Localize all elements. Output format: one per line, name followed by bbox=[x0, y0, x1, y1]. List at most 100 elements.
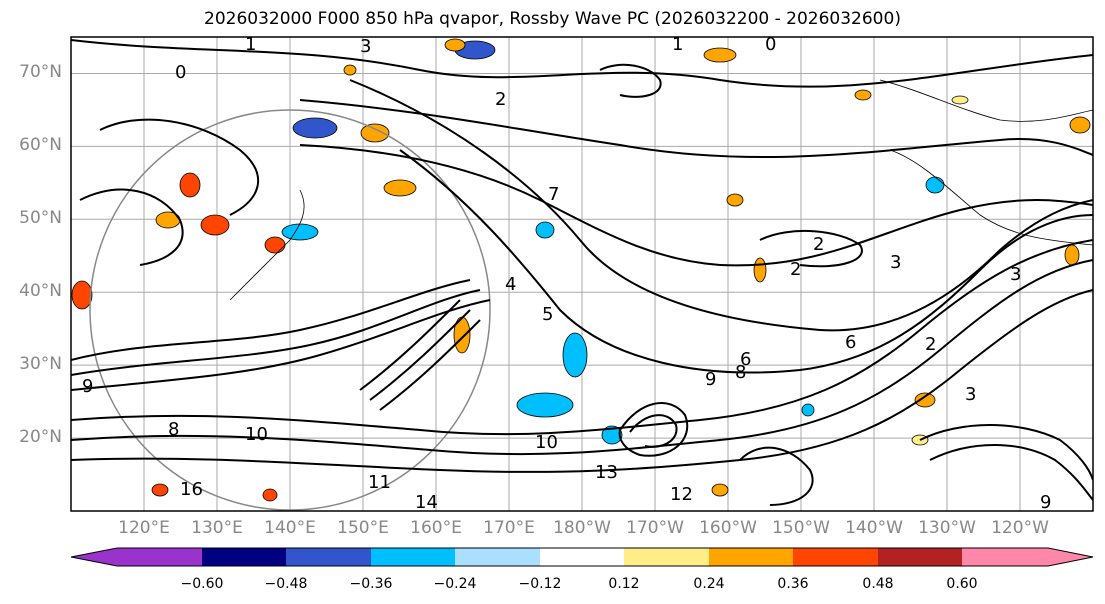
contour-label: 1 bbox=[672, 34, 683, 55]
lon-label-120w: 120°W bbox=[991, 518, 1049, 538]
coastlines bbox=[229, 79, 1093, 301]
lat-label-30n: 30°N bbox=[19, 354, 62, 374]
lon-label-140e: 140°E bbox=[264, 518, 316, 538]
contour-label: 14 bbox=[415, 492, 438, 513]
contour-line bbox=[369, 309, 471, 401]
lon-label-180w: 180°W bbox=[553, 518, 611, 538]
shade-patch bbox=[200, 214, 230, 236]
shading-layer bbox=[71, 38, 1091, 502]
contour-label: 2 bbox=[495, 89, 506, 110]
contour-line bbox=[359, 299, 461, 391]
lat-label-70n: 70°N bbox=[19, 62, 62, 82]
contour-label: 2 bbox=[813, 234, 824, 255]
contour-label: 6 bbox=[845, 332, 856, 353]
lon-label-150w: 150°W bbox=[772, 518, 830, 538]
contour-label: 5 bbox=[542, 304, 553, 325]
shade-patch bbox=[1064, 244, 1080, 266]
shade-patch bbox=[925, 176, 945, 194]
shade-patch bbox=[281, 223, 319, 241]
contour-line bbox=[71, 289, 1093, 473]
lon-label-120e: 120°E bbox=[118, 518, 170, 538]
shade-patch bbox=[914, 392, 936, 408]
shade-patch bbox=[1069, 116, 1091, 134]
contour-label: 11 bbox=[368, 472, 391, 493]
lon-label-150e: 150°E bbox=[337, 518, 389, 538]
contour-line bbox=[618, 402, 689, 457]
contour-label: 2 bbox=[790, 259, 801, 280]
gridlines bbox=[71, 37, 1093, 511]
contour-label: 3 bbox=[1010, 264, 1021, 285]
contour-line bbox=[79, 188, 184, 266]
coastline bbox=[879, 79, 1093, 122]
contour-line bbox=[349, 79, 1093, 332]
reference-circle bbox=[89, 109, 491, 511]
contour-label: 16 bbox=[180, 479, 203, 500]
shade-patch bbox=[711, 483, 729, 497]
lon-label-160e: 160°E bbox=[410, 518, 462, 538]
contour-label: 1 bbox=[245, 34, 256, 55]
contour-line bbox=[399, 149, 1093, 374]
shade-patch bbox=[726, 193, 744, 207]
contour-lines bbox=[71, 39, 1093, 506]
contour-label: 0 bbox=[765, 34, 776, 55]
contour-label: 13 bbox=[595, 462, 618, 483]
contour-label: 12 bbox=[670, 484, 693, 505]
contour-line bbox=[299, 144, 1093, 267]
contour-label-group: 1 0 1 0 3 2 2 2 3 4 5 6 7 8 9 10 11 12 1… bbox=[82, 34, 1051, 513]
contour-line bbox=[919, 424, 1093, 481]
contour-line bbox=[599, 63, 662, 98]
contour-label: 9 bbox=[1040, 492, 1051, 513]
shade-patch bbox=[343, 64, 357, 76]
shade-patch bbox=[516, 392, 574, 418]
contour-line bbox=[71, 39, 1093, 88]
coastline bbox=[229, 189, 305, 301]
shade-patch bbox=[71, 280, 93, 310]
lon-label-170w: 170°W bbox=[626, 518, 684, 538]
lat-label-20n: 20°N bbox=[19, 427, 62, 447]
contour-line bbox=[71, 279, 471, 361]
shade-patch bbox=[151, 483, 169, 497]
shade-patch bbox=[951, 95, 969, 105]
coastline bbox=[889, 149, 1093, 246]
colorbar-tick-label: 0.24 bbox=[693, 576, 725, 592]
contour-label: 6 bbox=[740, 349, 751, 370]
colorbar-tick-label: 0.36 bbox=[777, 576, 809, 592]
shade-patch bbox=[360, 123, 390, 143]
contour-line bbox=[71, 289, 481, 376]
colorbar-tick-label: 0.12 bbox=[608, 576, 640, 592]
lat-label-60n: 60°N bbox=[19, 135, 62, 155]
contour-label: 9 bbox=[705, 369, 716, 390]
shade-patch bbox=[854, 89, 872, 101]
contour-label: 9 bbox=[82, 376, 93, 397]
colorbar-tick-label: −0.60 bbox=[180, 576, 224, 592]
contour-label: 8 bbox=[168, 419, 179, 440]
lon-label-170e: 170°E bbox=[483, 518, 535, 538]
contour-label: 2 bbox=[925, 334, 936, 355]
lat-label-50n: 50°N bbox=[19, 208, 62, 228]
map-title: 2026032000 F000 850 hPa qvapor, Rossby W… bbox=[204, 9, 901, 29]
lat-label-40n: 40°N bbox=[19, 281, 62, 301]
shade-patch bbox=[179, 172, 201, 198]
colorbar-tick-label: −0.36 bbox=[349, 576, 393, 592]
shade-patch bbox=[801, 403, 815, 417]
contour-line bbox=[929, 444, 1093, 501]
colorbar-tick-label: 0.48 bbox=[862, 576, 894, 592]
shade-patch bbox=[562, 332, 588, 378]
shade-patch bbox=[262, 488, 278, 502]
lon-label-140w: 140°W bbox=[845, 518, 903, 538]
contour-line bbox=[299, 99, 1093, 159]
contour-label: 3 bbox=[360, 36, 371, 57]
contour-line bbox=[629, 414, 678, 448]
contour-label: 3 bbox=[965, 384, 976, 405]
contour-label: 10 bbox=[245, 424, 268, 445]
lon-label-160w: 160°W bbox=[699, 518, 757, 538]
lon-label-130e: 130°E bbox=[191, 518, 243, 538]
contour-label: 7 bbox=[548, 184, 559, 205]
colorbar-tick-label: 0.60 bbox=[946, 576, 978, 592]
contour-label: 0 bbox=[175, 62, 186, 83]
contour-label: 4 bbox=[505, 274, 516, 295]
shade-patch bbox=[535, 221, 555, 239]
contour-label: 8 bbox=[735, 362, 746, 383]
shade-patch bbox=[264, 236, 286, 254]
